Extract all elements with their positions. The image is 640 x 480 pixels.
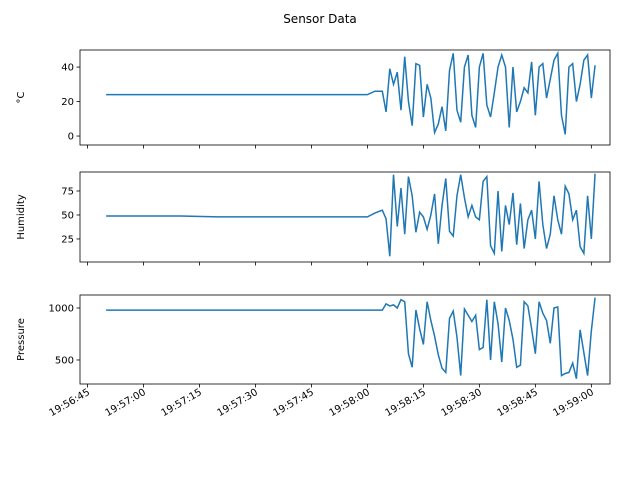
axes-frame: [79, 49, 611, 146]
data-line: [106, 50, 596, 136]
y-tick-label: 40: [61, 63, 74, 74]
y-tick-label: 20: [61, 97, 74, 108]
y-tick-label: 50: [61, 210, 74, 221]
y-tick-label: 500: [55, 355, 74, 366]
y-axis-label: Pressure: [16, 318, 27, 361]
data-line: [106, 173, 596, 257]
figure-title: Sensor Data: [283, 12, 357, 26]
axes-frame: [79, 171, 611, 263]
y-axis-label: °C: [16, 91, 27, 103]
y-tick-label: 75: [61, 186, 74, 197]
y-tick-label: 25: [61, 234, 74, 245]
axes-frame: [79, 294, 611, 385]
y-tick-label: 1000: [49, 303, 74, 314]
y-axis-label: Humidity: [16, 194, 27, 239]
y-tick-label: 0: [68, 132, 74, 143]
data-line: [106, 297, 596, 379]
